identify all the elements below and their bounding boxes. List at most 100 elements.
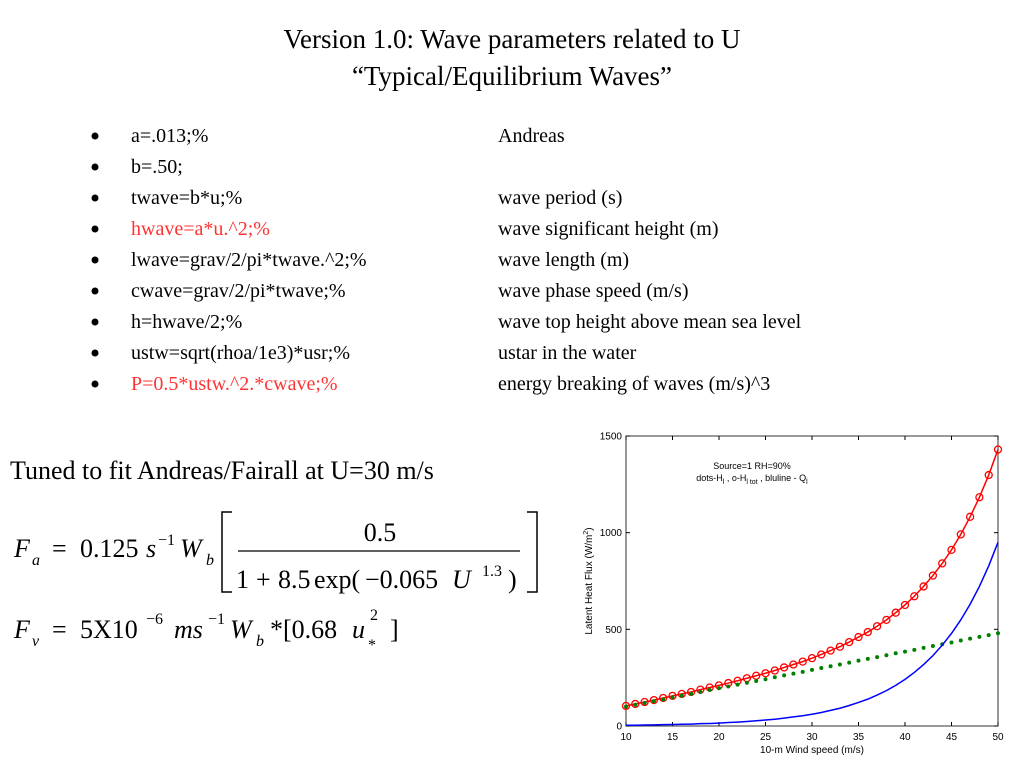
x-tick-label: 35 [853,732,865,743]
data-marker [919,582,928,591]
data-dot [791,671,796,676]
data-dot [642,700,647,705]
data-marker [826,646,835,655]
data-dot [717,686,721,691]
data-dot [763,677,768,682]
comment-text: wave period (s) [498,187,622,209]
eq-sup: −1 [158,532,175,549]
bullet [91,225,99,233]
code-text: cwave=grav/2/pi*twave;% [131,280,346,302]
eq-text: + [256,565,271,594]
eq-text: 5X10 [80,615,138,644]
annotation: Source=1 RH=90% [713,461,791,471]
bullet [91,380,99,388]
data-dot [819,666,824,670]
eq-symbol: W [230,615,254,644]
annotation-part: , o-H [724,473,746,483]
eq-text: 0.125 [80,534,139,563]
code-text: h=hwave/2;% [131,311,242,333]
comment-text: wave top height above mean sea level [498,311,802,333]
data-dot [744,680,749,685]
annotation-part: l tot [746,479,757,486]
data-marker [854,632,863,642]
comment-text: wave significant height (m) [498,218,719,240]
data-marker [789,660,798,669]
eq-sup: −6 [146,611,163,628]
annotation-part: l [806,479,808,486]
eq-text: 0.5 [364,518,397,547]
data-dot [968,636,973,641]
data-marker [956,530,965,539]
data-dot [624,704,628,709]
data-dot [661,697,666,702]
data-marker [872,622,882,631]
data-dot [726,684,731,689]
data-dot [865,656,870,661]
comment-text: ustar in the water [498,342,637,364]
bullet [91,256,99,264]
eq-text: ] [390,615,399,644]
data-marker [845,637,854,647]
data-dot [735,682,740,687]
title-line: Version 1.0: Wave parameters related to … [284,24,741,54]
equation-2: F v = 5X10 −6 ms −1 W b *[0.68 u 2 * ] [13,607,399,654]
data-marker [965,512,975,521]
data-dot [949,640,954,645]
data-marker [817,650,826,659]
data-dot [856,658,861,663]
bullet [91,287,99,295]
x-axis-label: 10-m Wind speed (m/s) [760,745,864,756]
data-dot [986,633,991,638]
code-text: lwave=grav/2/pi*twave.^2;% [131,249,367,271]
data-dot [810,667,814,672]
eq-symbol: F [13,615,31,644]
annotation-part: l [723,479,725,486]
data-dot [875,655,880,660]
bullet [91,318,99,326]
data-dot [689,691,694,696]
y-tick-label: 1000 [600,528,623,539]
eq-text: *[0.68 [270,615,337,644]
y-axis-label-part: Latent Heat Flux (W/m [584,535,595,635]
data-dot [847,660,852,665]
data-marker [993,445,1003,454]
bracket [221,511,538,593]
eq-text: 8.5 [278,565,311,594]
eq-sub: b [256,633,264,650]
series-line [626,542,999,726]
data-marker [863,627,872,637]
x-tick-label: 50 [992,732,1004,743]
y-axis-label-part: ) [584,527,595,530]
eq-symbol: s [146,534,156,563]
annotation-part: dots-H [696,473,723,483]
data-marker [621,701,631,711]
data-dot [754,678,759,683]
data-marker [882,615,891,625]
data-marker [807,653,817,663]
tuned-text: Tuned to fit Andreas/Fairall at U=30 m/s [10,456,434,485]
code-text: twave=b*u;% [131,187,242,209]
eq-symbol: U [452,565,473,594]
data-marker [779,663,789,672]
bullet [91,132,99,140]
eq-text: −0.065 [365,565,438,594]
y-tick-label: 1500 [600,432,623,443]
data-marker [910,592,919,601]
y-axis-label: Latent Heat Flux (W/m2) [583,527,595,634]
data-marker [947,545,956,555]
eq-text: = [52,534,67,563]
data-dot [707,688,712,693]
data-dot [800,669,805,674]
title-line: “Typical/Equilibrium Waves” [352,61,672,91]
x-tick-label: 40 [899,732,911,743]
data-marker [891,608,900,617]
eq-sub: * [368,637,376,654]
data-marker [761,669,770,678]
eq-sup: 2 [370,607,378,624]
code-text: a=.013;% [131,125,208,147]
data-dot [679,693,684,698]
data-dot [633,702,638,707]
code-text: ustw=sqrt(rhoa/1e3)*usr;% [131,342,350,364]
